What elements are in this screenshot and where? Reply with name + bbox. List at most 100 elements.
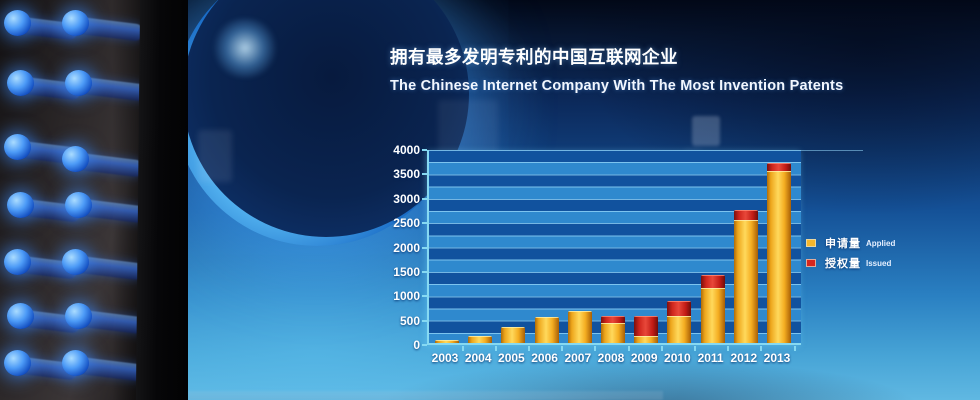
y-axis-label-1500: 1500: [393, 264, 420, 279]
led-wall-installation: [0, 0, 152, 400]
x-axis-tick: [528, 346, 530, 351]
y-axis-tick: [422, 319, 427, 322]
window-reflection: [198, 130, 232, 182]
legend-swatch-issued: [806, 259, 816, 267]
bar-2003: [435, 340, 459, 343]
x-axis-label-2007: 2007: [564, 351, 592, 365]
phone-reflection: [692, 116, 720, 146]
x-axis-label-2011: 2011: [697, 351, 724, 365]
bar-2006: [534, 317, 559, 343]
rod-glow-tip: [7, 303, 34, 329]
y-axis-tick: [422, 295, 427, 298]
bar-segment-applied-2010: [667, 316, 692, 343]
bar-segment-applied-2007: [567, 311, 592, 343]
bar-segment-issued-2008: [601, 316, 625, 323]
y-axis-label-1000: 1000: [393, 289, 420, 304]
bar-segment-applied-2008: [601, 323, 625, 343]
x-axis-tick: [793, 346, 796, 351]
bar-segment-issued-2009: [634, 316, 659, 336]
y-axis-label-2000: 2000: [393, 240, 420, 255]
bar-2007: [567, 311, 592, 343]
x-axis-label-2004: 2004: [464, 351, 492, 365]
rod-glow-tip: [7, 70, 34, 96]
x-axis-label-2012: 2012: [730, 351, 758, 365]
bar-2012: [733, 210, 758, 343]
y-axis-label-3000: 3000: [393, 191, 420, 206]
y-axis-label-3500: 3500: [393, 167, 420, 182]
y-axis-label-0: 0: [413, 338, 420, 352]
rod-glow-tip: [62, 146, 89, 172]
y-axis-label-500: 500: [399, 313, 420, 328]
legend-label-en: Issued: [866, 258, 892, 268]
light-flare: [210, 18, 280, 78]
bar-segment-issued-2013: [767, 163, 791, 171]
legend-label-zh: 申请量: [825, 238, 861, 250]
rod-glow-tip: [65, 192, 92, 218]
rod-glow-tip: [4, 134, 31, 160]
x-axis-label-2008: 2008: [597, 351, 625, 365]
x-axis-tick: [494, 346, 497, 351]
rod-glow-tip: [4, 10, 31, 36]
bar-2013: [767, 163, 791, 343]
legend-row-issued: 授权量 Issued: [806, 255, 895, 271]
x-axis-tick: [561, 346, 564, 351]
bar-2005: [501, 327, 526, 343]
bar-segment-issued-2010: [667, 301, 692, 316]
x-axis-tick: [694, 346, 696, 351]
chart-legend: 申请量 Applied 授权量 Issued: [806, 235, 895, 275]
title-english: The Chinese Internet Company With The Mo…: [390, 78, 844, 94]
display-screen: 拥有最多发明专利的中国互联网企业 The Chinese Internet Co…: [188, 0, 980, 400]
bar-segment-applied-2012: [733, 220, 758, 343]
chart-title-block: 拥有最多发明专利的中国互联网企业 The Chinese Internet Co…: [390, 44, 843, 94]
bar-segment-applied-2006: [534, 317, 559, 343]
rod-glow-tip: [65, 70, 92, 96]
x-axis-label-2013: 2013: [763, 351, 791, 365]
legend-row-applied: 申请量 Applied: [806, 235, 895, 251]
bar-2009: [634, 316, 659, 343]
y-axis-tick: [422, 149, 427, 151]
screen-bottom-glare: [188, 391, 664, 400]
bar-segment-issued-2011: [700, 275, 725, 288]
bar-2004: [468, 336, 493, 343]
x-axis-tick: [660, 346, 663, 351]
legend-label-en: Applied: [866, 238, 896, 248]
legend-label-zh: 授权量: [825, 258, 861, 270]
x-axis-tick: [461, 346, 464, 351]
rod-glow-tip: [62, 10, 89, 36]
bar-segment-issued-2012: [733, 210, 758, 220]
rod-glow-tip: [62, 249, 89, 275]
y-axis-tick: [422, 173, 427, 176]
rod-glow-tip: [65, 303, 92, 329]
bar-2008: [601, 316, 625, 343]
y-axis-tick: [422, 246, 427, 249]
x-axis-label-2010: 2010: [664, 351, 691, 365]
bar-segment-applied-2011: [700, 288, 725, 343]
y-axis-tick: [422, 222, 427, 225]
x-axis-label-2005: 2005: [498, 351, 525, 365]
legend-swatch-applied: [806, 239, 816, 247]
x-axis-tick: [594, 346, 597, 351]
y-axis-tick: [422, 197, 427, 200]
bar-segment-applied-2005: [501, 327, 526, 343]
title-chinese: 拥有最多发明专利的中国互联网企业: [390, 47, 678, 67]
x-axis-tick: [727, 346, 730, 351]
x-axis-label-2003: 2003: [431, 351, 459, 365]
bar-segment-applied-2009: [634, 336, 659, 343]
gridline-extension: [801, 150, 863, 151]
bar-segment-applied-2004: [468, 336, 493, 343]
bar-segment-applied-2003: [435, 340, 459, 343]
rod-glow-tip: [4, 350, 31, 376]
y-axis-label-4000: 4000: [393, 143, 420, 157]
rod-glow-tip: [62, 350, 89, 376]
bar-segment-applied-2013: [767, 171, 791, 343]
x-axis-tick: [627, 346, 630, 351]
bar-2010: [667, 301, 692, 343]
x-axis-label-2006: 2006: [531, 351, 558, 365]
rod-glow-tip: [4, 249, 31, 275]
y-axis-tick: [422, 270, 427, 273]
x-axis-label-2009: 2009: [630, 351, 658, 365]
rod-glow-tip: [7, 192, 34, 218]
bar-chart-plot-area: [427, 150, 801, 345]
x-axis-tick: [760, 346, 763, 351]
